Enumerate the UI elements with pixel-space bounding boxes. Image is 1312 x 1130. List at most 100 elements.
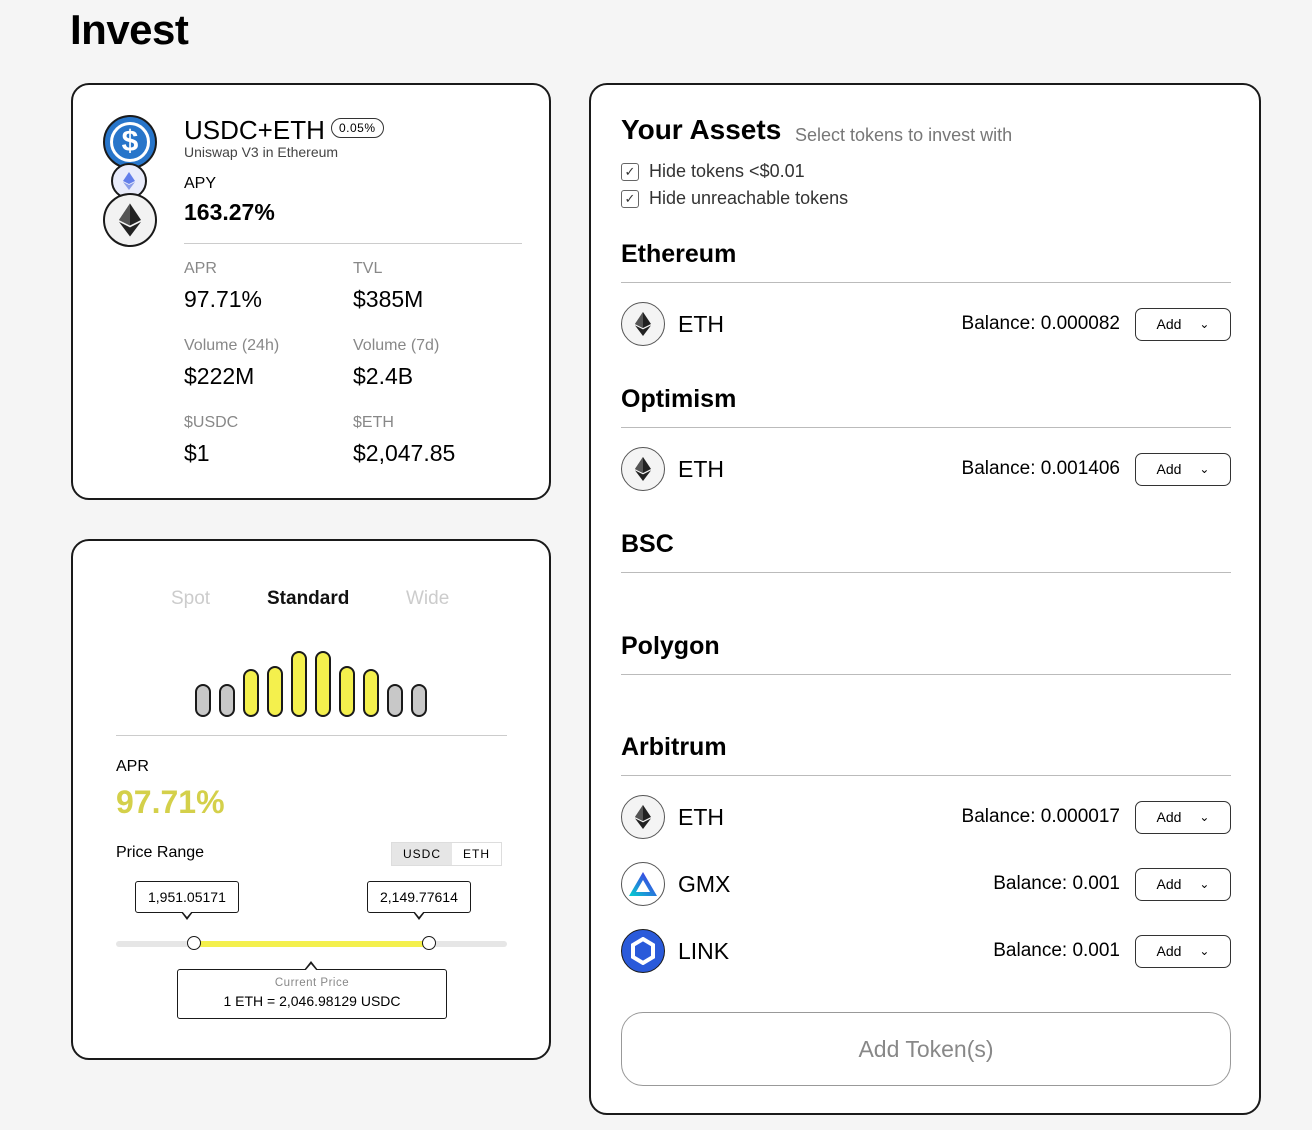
token-row: ETH Balance: 0.000017 Add ⌄ xyxy=(621,795,1231,839)
liquidity-bar xyxy=(219,684,235,717)
toggle-eth[interactable]: ETH xyxy=(463,847,491,861)
stat-value: $385M xyxy=(353,286,424,312)
filter-unreachable[interactable]: ✓ Hide unreachable tokens xyxy=(621,188,848,209)
assets-card: Your Assets Select tokens to invest with… xyxy=(589,83,1261,1115)
add-button[interactable]: Add ⌄ xyxy=(1135,867,1231,901)
divider xyxy=(621,427,1231,428)
filter-label: Hide tokens <$0.01 xyxy=(649,161,805,181)
chevron-down-icon: ⌄ xyxy=(1199,462,1210,476)
chevron-down-icon: ⌄ xyxy=(1199,317,1210,331)
add-button[interactable]: Add ⌄ xyxy=(1135,452,1231,486)
pool-subtitle: Uniswap V3 in Ethereum xyxy=(184,144,339,160)
stat-label: Volume (7d) xyxy=(353,337,440,354)
stat-value: $222M xyxy=(184,363,255,389)
add-button[interactable]: Add ⌄ xyxy=(1135,307,1231,341)
stat-value: $2,047.85 xyxy=(353,440,456,466)
divider xyxy=(116,735,507,736)
apr-value: 97.71% xyxy=(116,784,225,820)
token-row: ETH Balance: 0.000082 Add ⌄ xyxy=(621,302,1231,346)
chain-optimism: Optimism xyxy=(621,385,1231,428)
stat-label: Volume (24h) xyxy=(184,337,280,354)
eth-icon xyxy=(621,302,665,346)
price-range-slider[interactable] xyxy=(116,936,507,950)
checkbox-checked[interactable]: ✓ xyxy=(621,189,639,208)
chain-name: Optimism xyxy=(621,385,737,413)
pool-name: USDC+ETH xyxy=(184,115,325,145)
apr-label: APR xyxy=(116,758,149,775)
stat-value: $2.4B xyxy=(353,363,414,389)
pool-card: $ USDC+ETH 0.05% Uniswap V3 in Ethereum … xyxy=(71,83,551,500)
divider xyxy=(621,674,1231,675)
liquidity-bar xyxy=(363,669,379,717)
range-card: Spot Standard Wide APR 97.71% Price Rang… xyxy=(71,539,551,1060)
add-label: Add xyxy=(1156,876,1182,892)
liquidity-bar xyxy=(339,666,355,717)
current-price-value: 1 ETH = 2,046.98129 USDC xyxy=(223,993,401,1009)
add-label: Add xyxy=(1156,316,1182,332)
liquidity-bar xyxy=(291,651,307,717)
add-button[interactable]: Add ⌄ xyxy=(1135,800,1231,834)
chain-ethereum: Ethereum xyxy=(621,240,1231,283)
stat-label: APR xyxy=(184,260,217,277)
token-symbol: ETH xyxy=(678,803,724,830)
chevron-down-icon: ⌄ xyxy=(1199,944,1210,958)
chain-name: Polygon xyxy=(621,632,720,660)
token-balance: Balance: 0.001406 xyxy=(961,458,1120,479)
current-price-box: Current Price 1 ETH = 2,046.98129 USDC xyxy=(177,961,447,1019)
usdc-icon: $ xyxy=(103,115,157,169)
liquidity-bar xyxy=(387,684,403,717)
assets-subtitle: Select tokens to invest with xyxy=(795,125,1013,145)
token-balance: Balance: 0.000017 xyxy=(961,806,1120,827)
tab-spot[interactable]: Spot xyxy=(171,588,211,609)
token-row: GMX Balance: 0.001 Add ⌄ xyxy=(621,862,1231,906)
token-balance: Balance: 0.001 xyxy=(993,940,1120,961)
tab-standard[interactable]: Standard xyxy=(267,588,350,609)
range-fill xyxy=(194,941,429,947)
max-price-handle[interactable] xyxy=(421,936,436,950)
token-row: ETH Balance: 0.001406 Add ⌄ xyxy=(621,447,1231,491)
add-button[interactable]: Add ⌄ xyxy=(1135,934,1231,968)
stat-volume-7d: Volume (7d) $2.4B xyxy=(353,337,439,390)
divider xyxy=(621,775,1231,776)
chain-polygon: Polygon xyxy=(621,632,1231,675)
stat-label: $USDC xyxy=(184,414,239,431)
eth-icon xyxy=(621,795,665,839)
toggle-usdc[interactable]: USDC xyxy=(392,843,453,865)
divider xyxy=(621,572,1231,573)
divider xyxy=(184,243,522,244)
fee-badge: 0.05% xyxy=(331,118,384,138)
chain-name: BSC xyxy=(621,530,674,558)
min-price-label: 1,951.05171 xyxy=(135,881,239,920)
token-symbol: GMX xyxy=(678,870,731,897)
add-label: Add xyxy=(1156,461,1182,477)
tab-wide[interactable]: Wide xyxy=(406,588,450,609)
stat-volume-24h: Volume (24h) $222M xyxy=(184,337,279,390)
stat-eth-price: $ETH $2,047.85 xyxy=(353,414,455,467)
chain-arbitrum: Arbitrum xyxy=(621,733,1231,776)
chevron-down-icon: ⌄ xyxy=(1199,810,1210,824)
token-row: LINK Balance: 0.001 Add ⌄ xyxy=(621,929,1231,973)
add-tokens-button[interactable]: Add Token(s) xyxy=(621,1012,1231,1086)
token-balance: Balance: 0.000082 xyxy=(961,313,1120,334)
liquidity-bar xyxy=(315,651,331,717)
liquidity-bar xyxy=(243,669,259,717)
token-symbol: LINK xyxy=(678,937,730,964)
min-price-handle[interactable] xyxy=(187,936,202,950)
stat-value: $1 xyxy=(184,440,210,466)
token-toggle: USDC ETH xyxy=(391,842,503,866)
divider xyxy=(621,282,1231,283)
stat-apr: APR 97.71% xyxy=(184,260,262,313)
chain-bsc: BSC xyxy=(621,530,1231,573)
chain-name: Ethereum xyxy=(621,240,737,268)
liquidity-bar xyxy=(267,666,283,717)
filter-label: Hide unreachable tokens xyxy=(649,188,849,208)
max-price-label: 2,149.77614 xyxy=(367,881,471,920)
eth-icon xyxy=(103,193,157,247)
filter-small-balances[interactable]: ✓ Hide tokens <$0.01 xyxy=(621,161,805,182)
liquidity-bar xyxy=(411,684,427,717)
checkbox-checked[interactable]: ✓ xyxy=(621,162,639,181)
apy-value: 163.27% xyxy=(184,199,275,225)
add-label: Add xyxy=(1156,943,1182,959)
stat-label: $ETH xyxy=(353,414,394,431)
stat-value: 97.71% xyxy=(184,286,263,312)
